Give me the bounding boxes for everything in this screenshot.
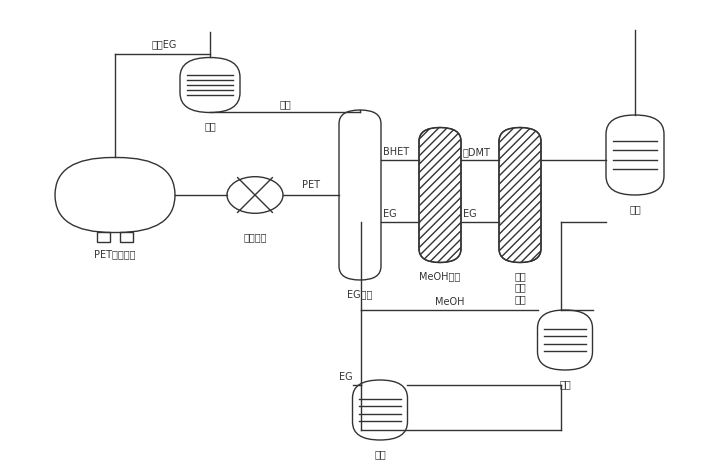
Text: MeOH: MeOH xyxy=(434,297,464,307)
Text: 粗DMT: 粗DMT xyxy=(463,147,491,157)
Text: 蒸馏: 蒸馏 xyxy=(374,449,386,459)
Text: PET: PET xyxy=(302,180,320,190)
Bar xyxy=(120,232,133,243)
Text: EG解聚: EG解聚 xyxy=(347,289,373,299)
Text: 过滤
清洗
精制: 过滤 清洗 精制 xyxy=(514,271,526,304)
Text: EG: EG xyxy=(339,372,353,382)
Text: PET聚合工序: PET聚合工序 xyxy=(95,250,136,259)
Text: EG: EG xyxy=(383,209,397,219)
Text: MeOH分解: MeOH分解 xyxy=(419,272,461,281)
Text: 蒸馏: 蒸馏 xyxy=(559,379,571,389)
Text: 蒸馏: 蒸馏 xyxy=(204,121,216,132)
Text: EG: EG xyxy=(463,209,476,219)
Text: 釜残: 釜残 xyxy=(279,99,291,109)
Text: 熔融粉碎: 熔融粉碎 xyxy=(243,232,267,242)
Text: 蒸馏: 蒸馏 xyxy=(629,204,641,214)
Bar xyxy=(97,232,110,243)
Text: BHET: BHET xyxy=(383,147,409,157)
Text: 副产EG: 副产EG xyxy=(151,40,177,49)
